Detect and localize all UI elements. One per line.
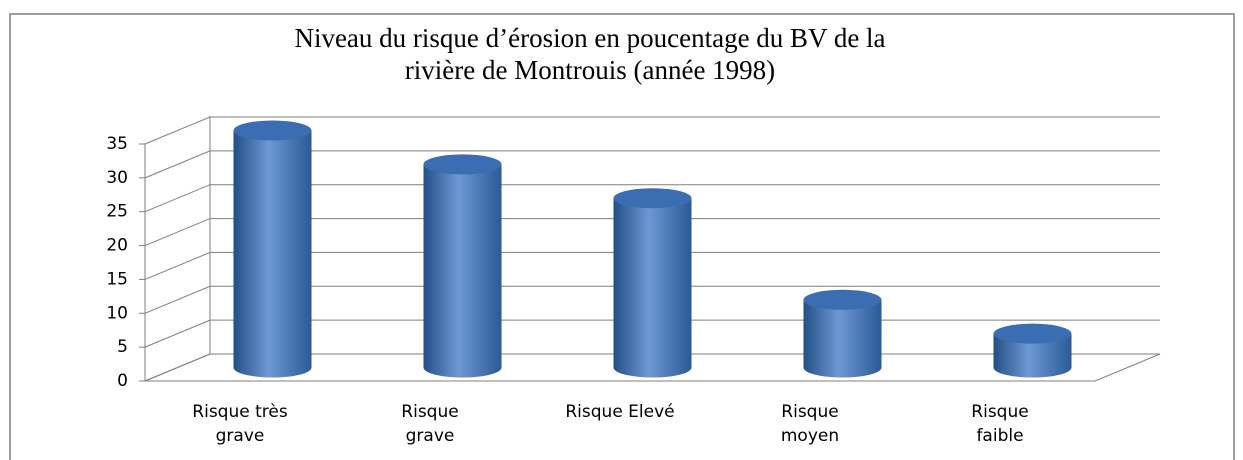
chart-title: Niveau du risque d’érosion en poucentage… xyxy=(294,23,886,85)
grid-line xyxy=(144,285,1160,314)
y-tick-label: 35 xyxy=(106,134,128,154)
y-tick-label: 10 xyxy=(106,303,128,323)
chart-frame xyxy=(9,13,1235,460)
bar xyxy=(233,120,312,378)
y-tick-label: 5 xyxy=(117,337,128,357)
grid-line xyxy=(144,116,1160,145)
cylinder-body xyxy=(613,198,692,378)
grid-line xyxy=(144,150,1160,179)
cylinder-top xyxy=(803,289,882,310)
y-tick-label: 15 xyxy=(106,269,128,289)
y-tick-label: 20 xyxy=(106,236,128,256)
x-tick-label: Risque faible xyxy=(971,402,1029,446)
grid-line xyxy=(144,218,1160,247)
y-tick-label: 0 xyxy=(117,371,128,391)
cylinder-top xyxy=(993,323,1072,344)
cylinder-body xyxy=(993,333,1072,378)
cylinder-top xyxy=(613,188,692,209)
cylinder-body xyxy=(803,299,882,378)
x-tick-label: Risque Elevé xyxy=(565,402,675,422)
bar xyxy=(993,323,1072,378)
bar xyxy=(423,154,502,378)
x-tick-label: Risque moyen xyxy=(780,402,840,446)
x-tick-label: Risque grave xyxy=(401,402,459,446)
bar xyxy=(803,289,882,378)
cylinder-top xyxy=(233,120,312,141)
bar xyxy=(613,188,692,378)
y-tick-label: 25 xyxy=(106,202,128,222)
cylinder-body xyxy=(233,130,312,378)
grid-line xyxy=(144,184,1160,213)
grid-line xyxy=(144,251,1160,280)
y-tick-label: 30 xyxy=(106,168,128,188)
cylinder-top xyxy=(423,154,502,175)
cylinder-body xyxy=(423,164,502,378)
x-tick-label: Risque très grave xyxy=(192,402,288,446)
